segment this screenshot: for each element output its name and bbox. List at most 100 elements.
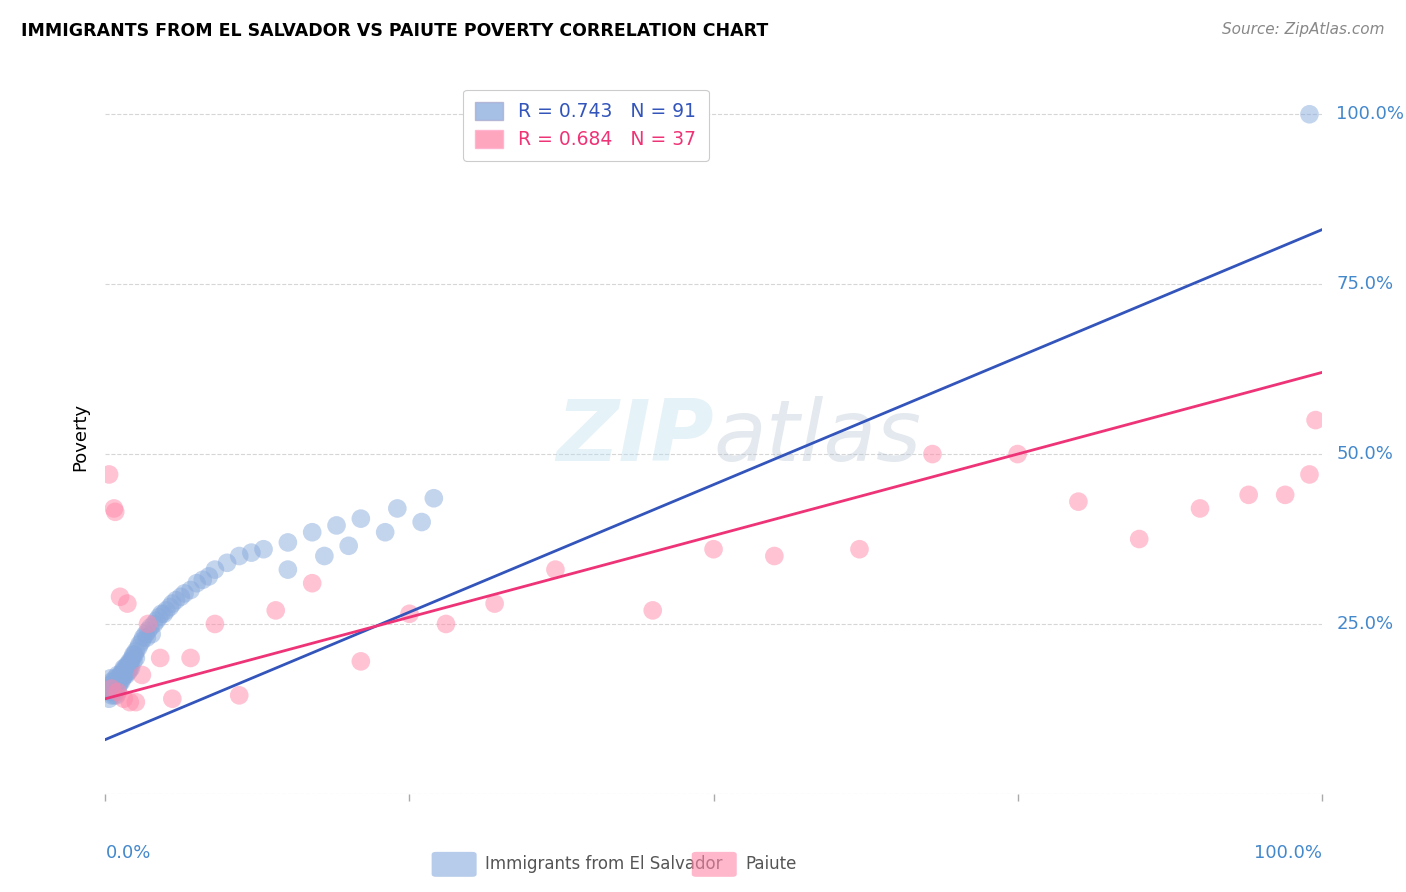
Text: 100.0%: 100.0% bbox=[1254, 844, 1322, 862]
Point bbox=[1274, 488, 1296, 502]
Point bbox=[117, 665, 139, 679]
Point bbox=[100, 674, 122, 689]
Point bbox=[350, 511, 373, 525]
Point bbox=[103, 674, 125, 689]
Point bbox=[1007, 447, 1029, 461]
Point bbox=[848, 542, 870, 557]
Point bbox=[411, 515, 433, 529]
Point bbox=[434, 617, 457, 632]
Point bbox=[105, 674, 128, 689]
Point bbox=[101, 678, 124, 692]
Point bbox=[228, 689, 250, 703]
Point bbox=[180, 651, 202, 665]
Point bbox=[117, 657, 139, 672]
Point bbox=[103, 689, 125, 703]
Y-axis label: Poverty: Poverty bbox=[72, 403, 90, 471]
Point bbox=[1237, 488, 1260, 502]
Point bbox=[150, 607, 173, 621]
Point bbox=[125, 644, 148, 658]
Point bbox=[155, 603, 177, 617]
Point bbox=[325, 518, 347, 533]
Point bbox=[107, 668, 129, 682]
Point bbox=[153, 607, 176, 621]
Point bbox=[173, 586, 195, 600]
Point bbox=[198, 569, 221, 583]
Point bbox=[135, 631, 157, 645]
Point bbox=[252, 542, 274, 557]
Point bbox=[387, 501, 409, 516]
Point bbox=[98, 671, 121, 685]
Point bbox=[921, 447, 943, 461]
Point bbox=[337, 539, 360, 553]
Point bbox=[240, 546, 263, 560]
Point bbox=[162, 691, 184, 706]
Point bbox=[350, 654, 373, 668]
Point bbox=[180, 582, 202, 597]
Point bbox=[139, 620, 162, 634]
Point bbox=[103, 681, 125, 696]
Point bbox=[1305, 413, 1327, 427]
Point bbox=[132, 631, 155, 645]
Point bbox=[277, 563, 299, 577]
Point bbox=[1128, 532, 1150, 546]
Point bbox=[118, 654, 141, 668]
Point bbox=[374, 525, 396, 540]
Point bbox=[107, 681, 129, 696]
Point bbox=[1298, 467, 1320, 482]
Point bbox=[143, 617, 166, 632]
Point bbox=[131, 634, 153, 648]
Point bbox=[111, 671, 134, 685]
Point bbox=[115, 661, 138, 675]
Point bbox=[314, 549, 336, 563]
Point bbox=[1189, 501, 1212, 516]
Point bbox=[141, 627, 163, 641]
Point bbox=[101, 685, 124, 699]
Point bbox=[110, 668, 132, 682]
Point bbox=[122, 654, 145, 668]
Text: 0.0%: 0.0% bbox=[105, 844, 150, 862]
Point bbox=[125, 651, 148, 665]
Point bbox=[114, 668, 136, 682]
Text: 100.0%: 100.0% bbox=[1336, 105, 1405, 123]
Point bbox=[159, 599, 181, 614]
Point bbox=[204, 617, 226, 632]
Point bbox=[544, 563, 567, 577]
Point bbox=[100, 681, 122, 696]
Point bbox=[1298, 107, 1320, 121]
Point bbox=[128, 637, 150, 651]
Point bbox=[217, 556, 239, 570]
Point bbox=[301, 576, 323, 591]
Point bbox=[108, 671, 131, 685]
Point bbox=[100, 689, 122, 703]
Point bbox=[108, 590, 131, 604]
Legend: R = 0.743   N = 91, R = 0.684   N = 37: R = 0.743 N = 91, R = 0.684 N = 37 bbox=[463, 90, 709, 161]
Point bbox=[100, 681, 122, 696]
Point bbox=[121, 651, 143, 665]
Point bbox=[111, 665, 134, 679]
Point bbox=[145, 614, 167, 628]
Point bbox=[114, 661, 136, 675]
Point bbox=[104, 505, 127, 519]
Point bbox=[103, 501, 125, 516]
Point bbox=[1067, 494, 1090, 508]
Point bbox=[112, 661, 135, 675]
Point bbox=[104, 671, 127, 685]
Point bbox=[122, 648, 145, 662]
Point bbox=[118, 661, 141, 675]
Point bbox=[127, 640, 149, 655]
Point bbox=[108, 674, 131, 689]
Point bbox=[165, 593, 187, 607]
Text: 75.0%: 75.0% bbox=[1336, 275, 1393, 293]
Point bbox=[641, 603, 664, 617]
Point bbox=[277, 535, 299, 549]
Point bbox=[110, 674, 132, 689]
Point bbox=[104, 685, 127, 699]
Point bbox=[97, 681, 120, 696]
Point bbox=[702, 542, 725, 557]
Point bbox=[136, 624, 159, 638]
Point bbox=[149, 651, 172, 665]
Point bbox=[136, 617, 159, 632]
Point bbox=[117, 657, 139, 672]
Point bbox=[186, 576, 208, 591]
Point bbox=[204, 563, 226, 577]
